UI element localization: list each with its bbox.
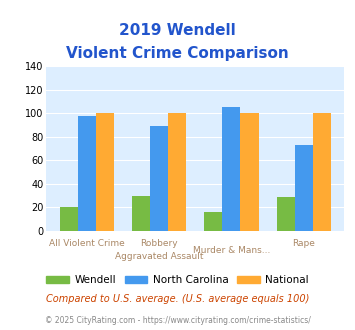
Bar bbox=[78, 115, 96, 231]
Text: All Violent Crime: All Violent Crime bbox=[49, 239, 125, 248]
Bar bbox=[168, 113, 186, 231]
Text: Compared to U.S. average. (U.S. average equals 100): Compared to U.S. average. (U.S. average … bbox=[46, 294, 309, 304]
Bar bbox=[313, 113, 331, 231]
Bar bbox=[96, 113, 114, 231]
Text: 2019 Wendell: 2019 Wendell bbox=[119, 23, 236, 38]
Bar bbox=[204, 212, 222, 231]
Bar bbox=[132, 196, 150, 231]
Text: Aggravated Assault: Aggravated Assault bbox=[115, 252, 203, 261]
Bar bbox=[60, 208, 78, 231]
Text: Rape: Rape bbox=[292, 239, 315, 248]
Text: © 2025 CityRating.com - https://www.cityrating.com/crime-statistics/: © 2025 CityRating.com - https://www.city… bbox=[45, 315, 310, 325]
Text: Violent Crime Comparison: Violent Crime Comparison bbox=[66, 46, 289, 61]
Bar bbox=[277, 197, 295, 231]
Bar bbox=[295, 145, 313, 231]
Text: Robbery: Robbery bbox=[140, 239, 178, 248]
Bar bbox=[150, 126, 168, 231]
Bar bbox=[240, 113, 258, 231]
Legend: Wendell, North Carolina, National: Wendell, North Carolina, National bbox=[42, 271, 313, 289]
Bar bbox=[222, 107, 240, 231]
Text: Murder & Mans...: Murder & Mans... bbox=[193, 246, 270, 255]
